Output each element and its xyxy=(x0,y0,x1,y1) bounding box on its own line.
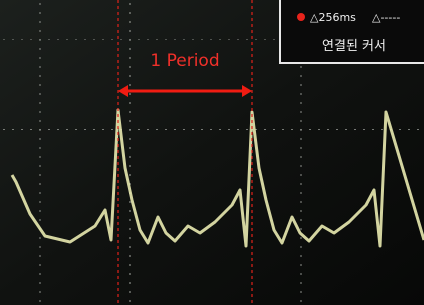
cursor-delta: △256ms xyxy=(310,11,356,24)
cursor-dot xyxy=(297,13,305,21)
cursor-delta2: △----- xyxy=(372,11,400,24)
oscilloscope-photo: 1 Period △256ms △----- 연결된 커서 xyxy=(0,0,424,305)
period-label: 1 Period xyxy=(150,51,219,71)
cursor-caption: 연결된 커서 xyxy=(322,39,386,54)
cursor-box: △256ms △----- 연결된 커서 xyxy=(280,0,424,63)
